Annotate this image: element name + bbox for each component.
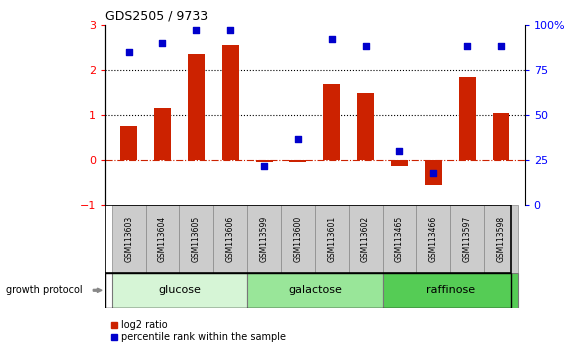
Legend: log2 ratio, percentile rank within the sample: log2 ratio, percentile rank within the s… [110,320,286,342]
Bar [112,205,146,273]
Bar [484,205,518,273]
Text: GSM113597: GSM113597 [463,216,472,262]
Text: GSM113606: GSM113606 [226,216,235,262]
Bar [247,273,382,308]
Point [429,170,438,176]
Text: GSM113605: GSM113605 [192,216,201,262]
Bar [247,205,281,273]
Text: GSM113599: GSM113599 [259,216,269,262]
Bar [289,160,306,162]
Bar [493,113,510,160]
Bar [255,160,272,162]
Bar [425,160,442,185]
Bar [146,205,180,273]
Bar [188,54,205,160]
Text: glucose: glucose [158,285,201,295]
Bar [416,205,450,273]
Bar [222,45,238,160]
Point [327,36,336,42]
Bar [281,205,315,273]
Bar [382,273,518,308]
Bar [154,108,171,160]
Point [496,44,505,49]
Point [158,40,167,46]
Bar [349,205,382,273]
Point [259,163,269,169]
Bar [382,205,416,273]
Bar [213,205,247,273]
Text: GSM113603: GSM113603 [124,216,133,262]
Bar [324,84,340,160]
Text: galactose: galactose [288,285,342,295]
Text: raffinose: raffinose [426,285,475,295]
Bar [459,77,476,160]
Text: GSM113604: GSM113604 [158,216,167,262]
Text: GSM113602: GSM113602 [361,216,370,262]
Bar [450,205,484,273]
Text: GSM113466: GSM113466 [429,216,438,262]
Text: GSM113598: GSM113598 [497,216,505,262]
Point [192,27,201,33]
Bar [391,160,408,166]
Bar [120,126,137,160]
Text: GDS2505 / 9733: GDS2505 / 9733 [105,9,208,22]
Text: GSM113601: GSM113601 [327,216,336,262]
Point [226,27,235,33]
Bar [180,205,213,273]
Point [395,148,404,154]
Text: GSM113465: GSM113465 [395,216,404,262]
Bar [315,205,349,273]
Point [293,136,303,141]
Text: GSM113600: GSM113600 [293,216,303,262]
Text: growth protocol: growth protocol [6,285,82,295]
Bar [357,93,374,160]
Bar [112,273,247,308]
Point [462,44,472,49]
Point [124,49,134,55]
Point [361,44,370,49]
